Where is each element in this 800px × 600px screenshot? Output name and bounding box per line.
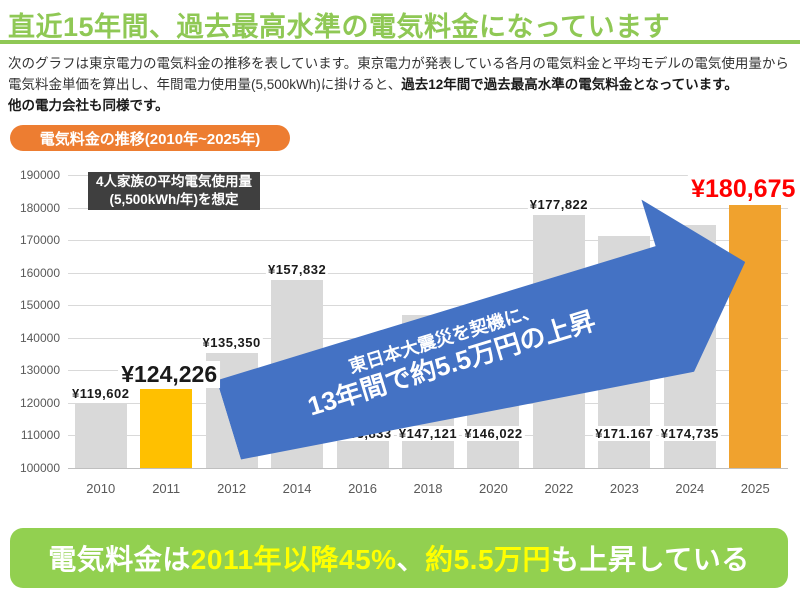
bar-value-label-2014: ¥157,832: [265, 261, 329, 277]
bar-value-label-2020: ¥146,022: [462, 426, 525, 441]
x-axis-tick-label: 2011: [152, 481, 181, 496]
x-axis-tick-label: 2020: [478, 481, 508, 496]
y-axis-tick-label: 140000: [19, 330, 60, 345]
gridline: [68, 207, 788, 209]
bar-value-label-2022: ¥177,822: [527, 196, 591, 212]
bar-value-label-2023: ¥171.167: [593, 426, 656, 441]
gridline: [68, 272, 788, 274]
gridline: [68, 175, 788, 176]
assumption-note: 4人家族の平均電気使用量 (5,500kWh/年)を想定: [88, 172, 260, 210]
intro-line-3: 他の電力会社も同様です。: [8, 98, 169, 113]
y-axis-tick-label: 170000: [19, 233, 60, 248]
summary-segment: 電気料金は: [48, 544, 191, 575]
summary-banner: 電気料金は2011年以降45%、約5.5万円も上昇している: [10, 528, 788, 588]
x-axis-tick-label: 2022: [544, 481, 574, 496]
x-axis-tick-label: 2018: [413, 481, 443, 496]
bar-value-label-2010: ¥119,602: [69, 386, 132, 402]
bar-value-label-2018: ¥147,121: [396, 426, 460, 441]
gridline: [68, 305, 788, 307]
x-axis-tick-label: 2023: [609, 481, 639, 496]
chart-bar-2011: [140, 389, 193, 468]
bar-value-label-2025: ¥180,675: [688, 175, 799, 205]
y-axis-tick-label: 130000: [19, 363, 60, 378]
y-axis-tick-label: 190000: [19, 168, 60, 182]
bar-value-label-2011: ¥124,226: [118, 361, 221, 389]
y-axis-tick-label: 150000: [19, 298, 60, 313]
chart-bar-2025: [729, 205, 782, 468]
summary-text: 電気料金は2011年以降45%、約5.5万円も上昇している: [48, 538, 749, 578]
x-axis-tick-label: 2016: [348, 481, 377, 496]
chart-bar-2010: [74, 404, 127, 468]
summary-segment: 、: [396, 544, 426, 575]
x-axis-line: [68, 468, 788, 469]
x-axis-tick-label: 2024: [675, 481, 705, 496]
x-axis-tick-label: 2010: [86, 481, 116, 496]
intro-line-2: 電気料金単価を算出し、年間電力使用量(5,500kWh)に掛けると、過去12年間…: [8, 77, 738, 92]
title-underline: [0, 40, 800, 44]
x-axis-tick-label: 2014: [282, 481, 312, 496]
intro-line-1: 次のグラフは東京電力の電気料金の推移を表しています。東京電力が発表している各月の…: [8, 56, 789, 71]
x-axis-tick-label: 2025: [740, 481, 770, 496]
chart-title-badge: 電気料金の推移(2010年~2025年): [10, 125, 290, 151]
assumption-note-line-2: (5,500kWh/年)を想定: [109, 192, 239, 207]
bar-value-label-2024: ¥174,735: [658, 426, 721, 441]
x-axis-tick-label: 2012: [217, 481, 247, 496]
y-axis-tick-label: 120000: [19, 395, 60, 410]
y-axis-tick-label: 110000: [20, 428, 60, 443]
assumption-note-line-1: 4人家族の平均電気使用量: [95, 174, 252, 189]
intro-text: 次のグラフは東京電力の電気料金の推移を表しています。東京電力が発表している各月の…: [8, 53, 789, 116]
gridline: [68, 240, 788, 242]
summary-segment: も上昇している: [551, 544, 750, 575]
summary-segment: 2011年以降45%: [190, 544, 397, 575]
bar-value-label-2012: ¥135,350: [200, 334, 263, 350]
summary-segment: 約5.5万円: [425, 544, 552, 575]
y-axis-tick-label: 100000: [19, 461, 60, 475]
y-axis-tick-label: 180000: [19, 200, 60, 215]
y-axis-tick-label: 160000: [19, 265, 60, 280]
page-title: 直近15年間、過去最高水準の電気料金になっています: [8, 12, 671, 42]
